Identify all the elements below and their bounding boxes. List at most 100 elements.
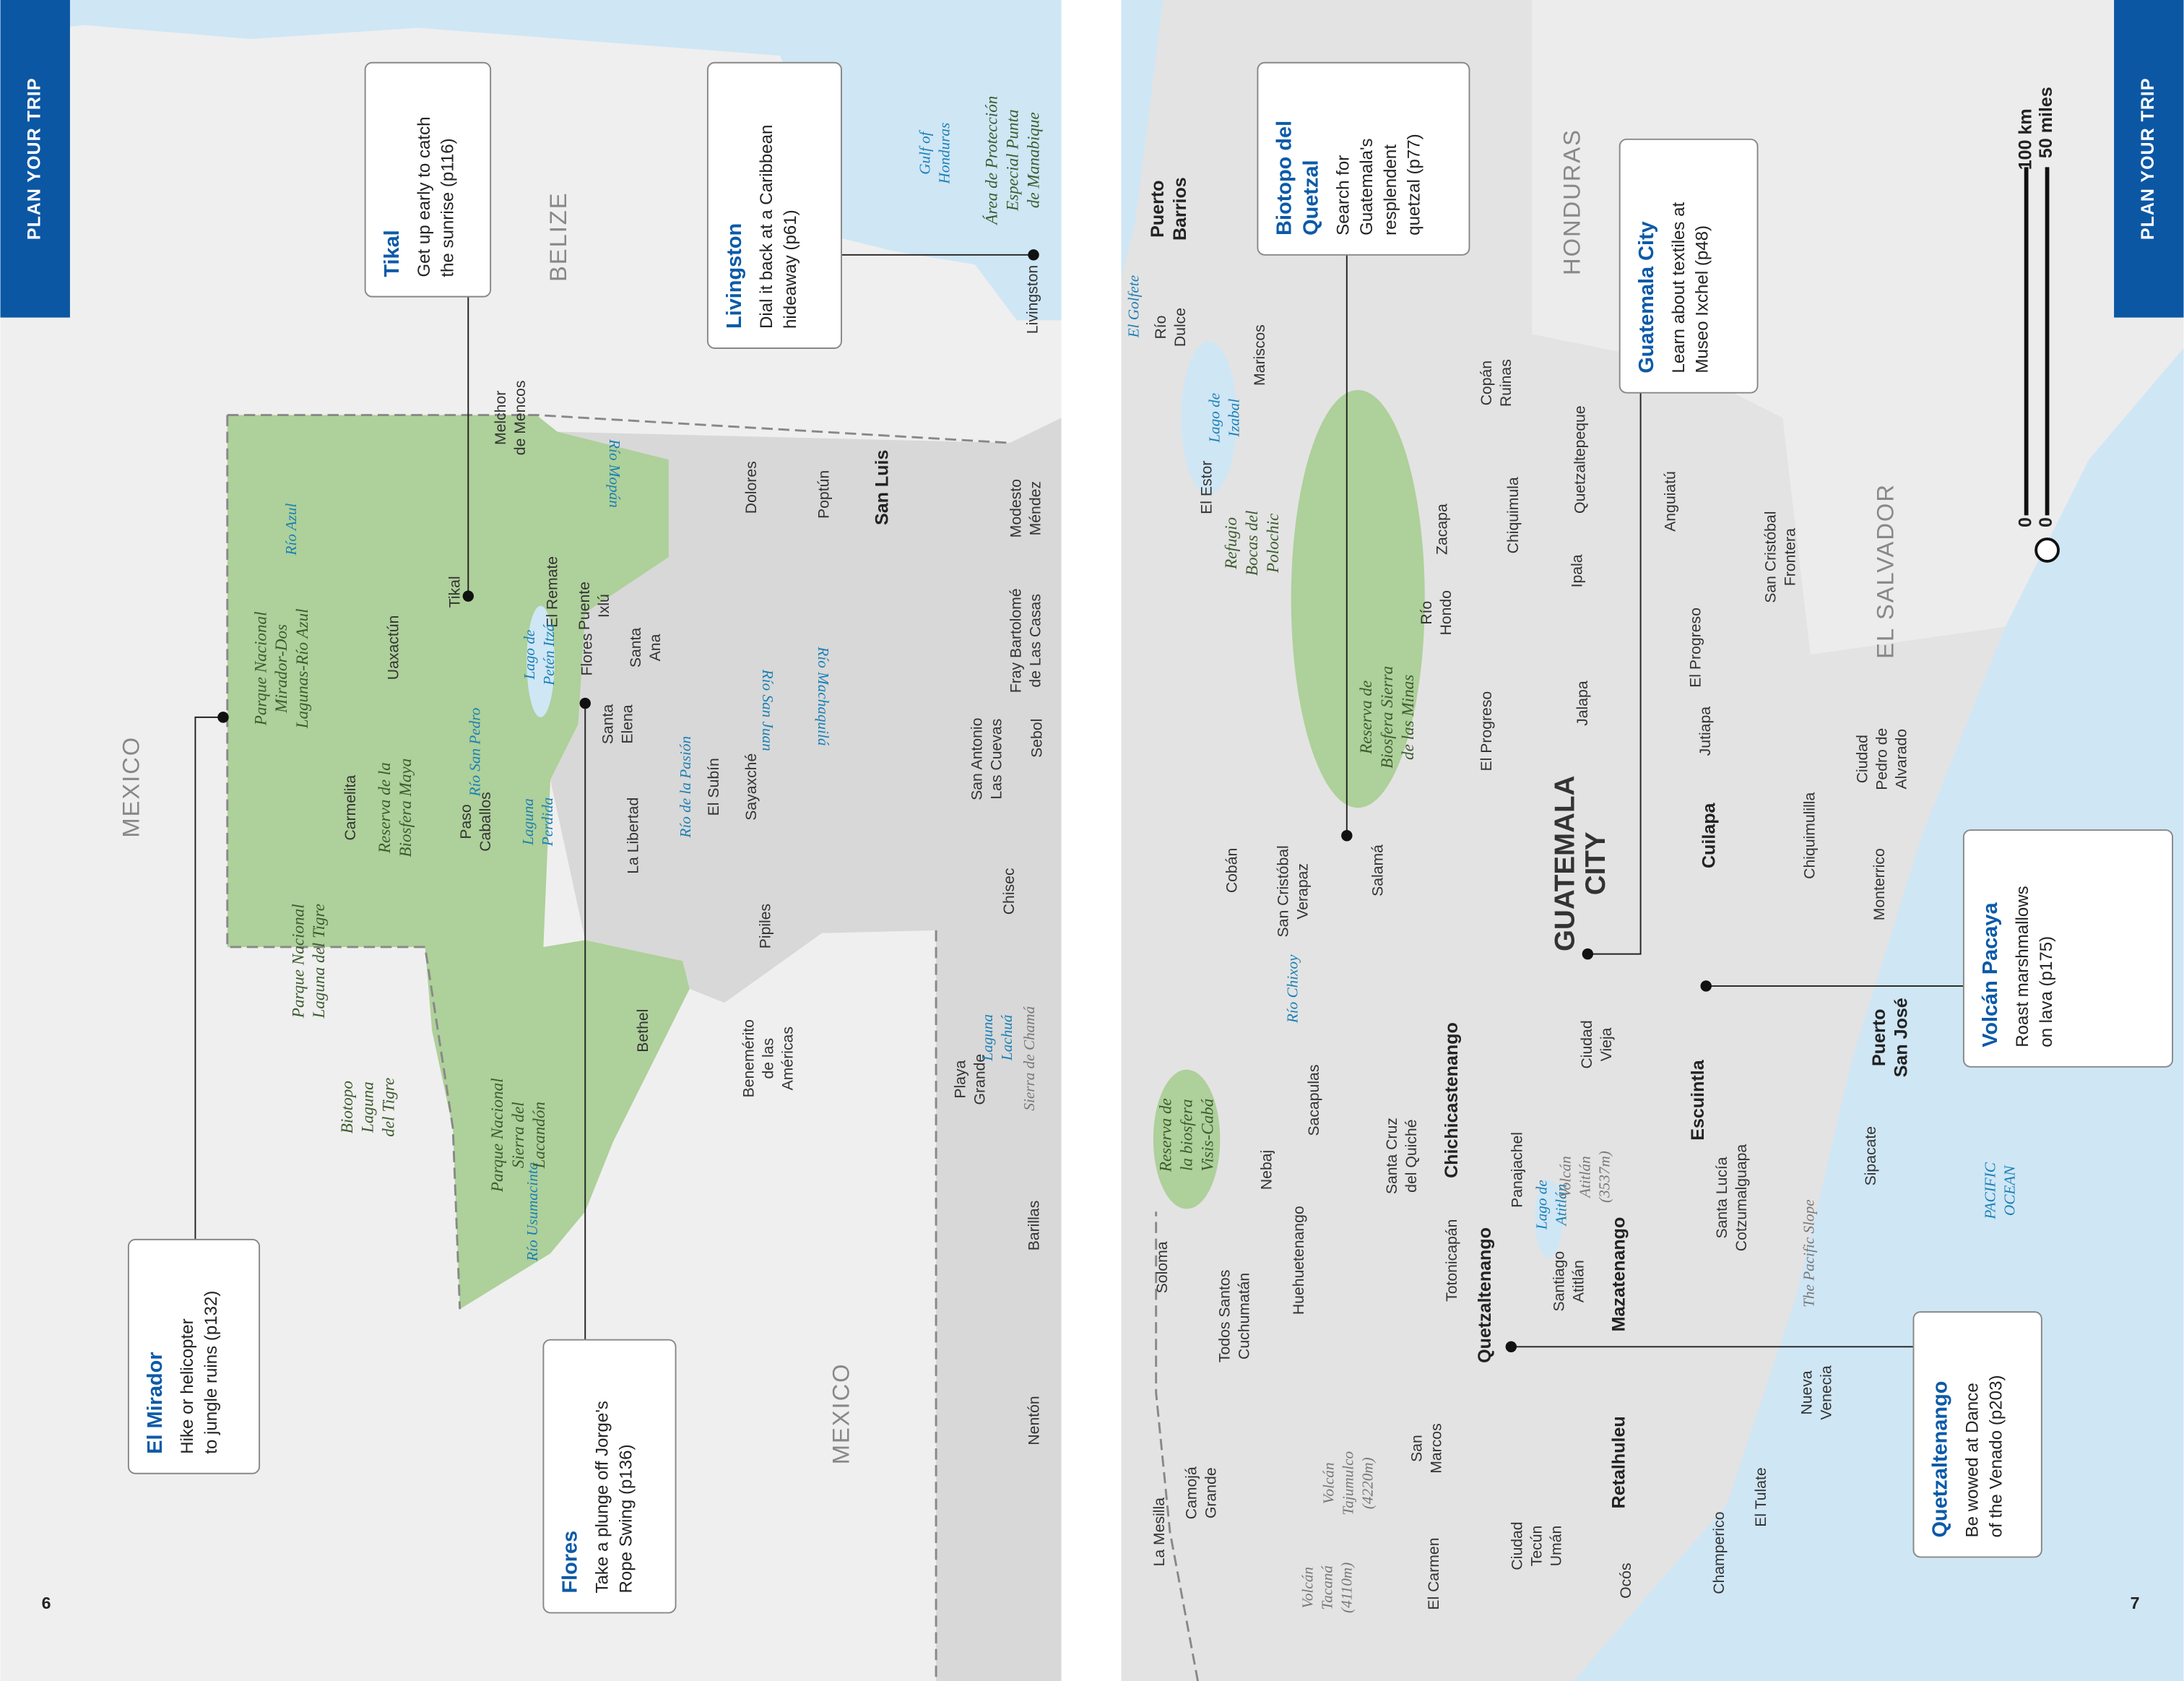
town-label: Barillas [1026,1201,1043,1250]
water-label: Río Azul [282,504,300,556]
page-number: 7 [2131,1594,2140,1612]
town-label: Sipacate [1863,1126,1879,1185]
protected-area [1291,389,1425,808]
park-label: de Manabique [1024,112,1043,208]
callout-title: Biotopo del [1273,121,1296,235]
scale-label: 100 km [2015,108,2035,170]
relief-label: Tajumulco [1340,1451,1357,1516]
water-label: Río Chixoy [1283,954,1301,1024]
page-number: 6 [42,1594,51,1612]
town-label: Fray Bartolomé [1008,588,1024,693]
town-label: El Estor [1199,461,1216,514]
town-label: Santa Lucía [1714,1157,1730,1238]
town-label: Cobán [1223,848,1240,893]
major-town-label: San Luis [872,450,892,525]
town-label: Poptún [815,470,832,519]
water-label: Perdida [539,798,556,847]
relief-label: Volcán [1320,1462,1338,1504]
callout-text: Dial it back at a Caribbean [757,125,776,329]
town-label: Ixlú [596,594,612,618]
town-label: de Las Casas [1027,594,1044,688]
town-label: Melchor [493,391,509,445]
park-label: Lagunas-Río Azul [293,608,312,729]
water-label: Río Mopán [606,438,623,508]
park-label: Reserva de [1357,680,1376,755]
major-town-label: San José [1892,998,1912,1077]
relief-label: The Pacific Slope [1800,1199,1818,1307]
scale-bar [2024,167,2060,563]
water-label: Honduras [935,123,953,185]
town-label: Jalapa [1574,680,1591,726]
callout-box [127,1238,261,1474]
relief-label: Atitlán [1576,1156,1593,1199]
country-label: BELIZE [545,192,571,282]
water-label: Río de la Pasión [677,736,694,839]
town-label: Ocós [1618,1563,1634,1598]
water-label: Río Machaquilá [815,646,832,746]
park-label: de las Minas [1399,675,1418,760]
location-dot [1700,980,1712,992]
major-town-label: Mazatenango [1608,1217,1629,1332]
town-label: Atitlán [1570,1260,1587,1302]
town-label: Totonicapán [1444,1219,1460,1302]
tab [2114,0,2184,318]
town-label: Bethel [635,1009,651,1053]
park-label: Refugio [1222,517,1241,570]
town-label: Chisec [1001,868,1018,915]
relief-label: (4110m) [1338,1563,1356,1613]
park-label: Biotopo [338,1081,357,1133]
town-label: El Remate [544,556,560,628]
town-label: Sacapulas [1306,1065,1322,1136]
town-label: Grande [1202,1467,1219,1518]
relief-label: Volcán [1299,1567,1317,1609]
major-town-label: Quetzaltenango [1475,1227,1495,1363]
town-label: Américas [779,1027,796,1090]
border [226,414,1010,1681]
callout-title: Tikal [381,230,404,277]
park-label: Parque Nacional [488,1078,507,1193]
town-label: Nebaj [1259,1150,1275,1190]
callout-text: of the Venado (p203) [1987,1375,2006,1538]
lake [1535,1179,1563,1258]
callout-text: Hike or helicopter [178,1318,197,1453]
callout-text: Learn about textiles at [1669,202,1689,373]
town-label: Livingston [1025,265,1041,334]
town-label: Jutiapa [1697,706,1714,756]
callout-title: Flores [559,1531,582,1594]
water-label: Lago de [1533,1180,1551,1230]
town-label: Méndez [1027,481,1044,535]
callout-text: Be wowed at Dance [1963,1383,1982,1537]
callout-text: to jungle ruins (p132) [202,1291,221,1454]
callouts: Tikal Get up early to catch the sunrise (p… [127,61,2174,1614]
park-label: Laguna [359,1081,378,1133]
bay [1121,0,1164,279]
location-dot [579,697,591,709]
town-label: Flores [579,634,596,676]
water-label: Gulf of [916,129,933,175]
town-label: Camojá [1183,1466,1200,1519]
town-label: Huehuetenango [1291,1206,1307,1315]
town-label: Hondo [1438,590,1455,635]
town-label: Santa [600,704,617,745]
town-label: Vieja [1598,1027,1615,1061]
town-label: Playa [952,1060,968,1098]
town-label: Nueva [1799,1370,1816,1414]
gutter [1061,0,1122,1681]
park-label: Biosfera Maya [396,759,415,857]
callout-box [364,61,492,298]
major-town-label: Escuintla [1688,1059,1708,1140]
town-label: San Antonio [969,718,986,800]
town-label: La Mesilla [1151,1498,1168,1567]
callout-box [1618,138,1759,394]
lake [526,605,555,717]
water-label: Río Usumacinta [524,1162,541,1262]
town-label: de Mencos [512,381,529,456]
callout-box [1912,1311,2042,1558]
town-label: El Progreso [1478,691,1495,772]
park-label: Área de Protección [982,96,1001,226]
town-label: Dulce [1172,308,1189,347]
relief-label: Sierra de Chamá [1020,1006,1038,1110]
water-label: Lago de [1205,393,1223,444]
town-label: Paso [458,804,474,839]
guatemala-area [550,418,1062,1681]
